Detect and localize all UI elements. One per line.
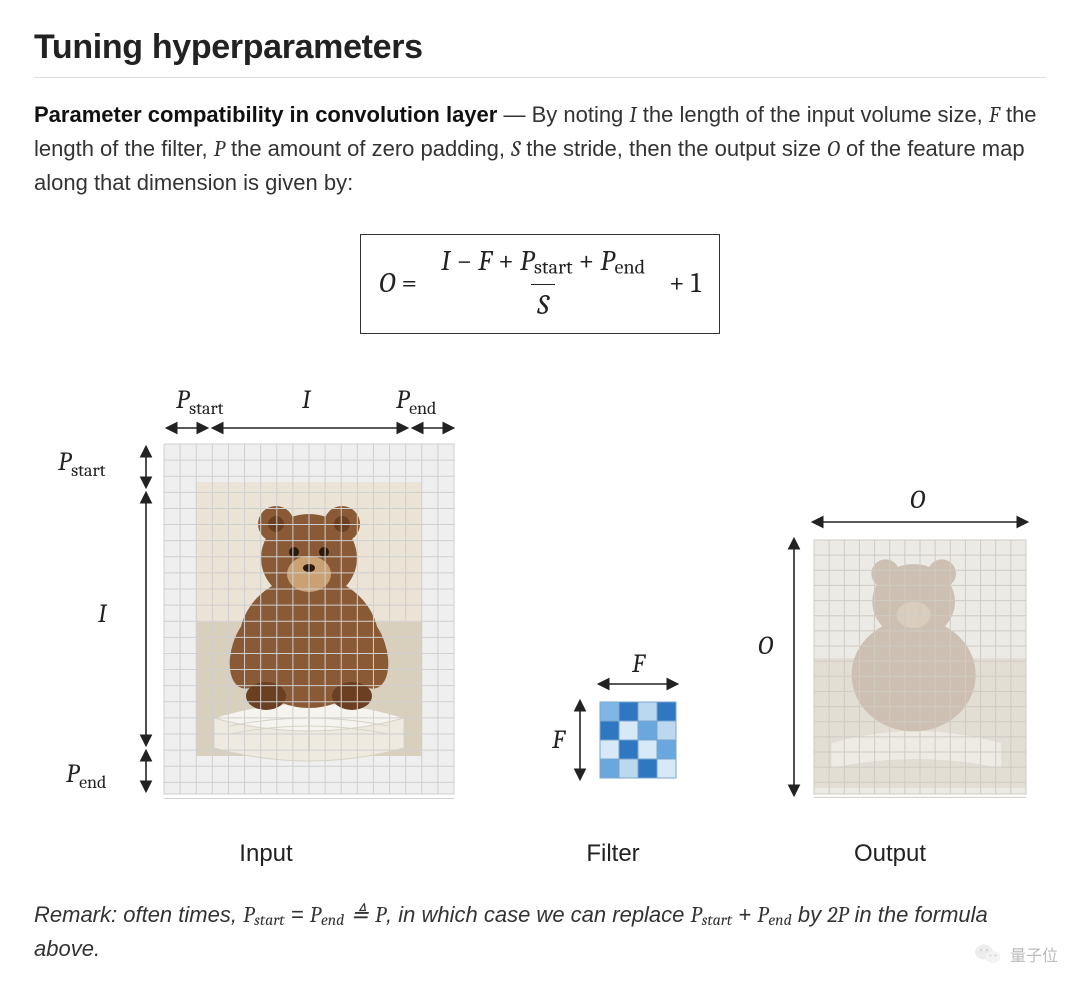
num-plus1: + (492, 245, 520, 277)
input-caption: Input (239, 840, 292, 868)
var-I: I (629, 102, 636, 128)
remark-P4sub: end (768, 911, 791, 929)
remark-P: P (375, 902, 386, 928)
remark-2: 2 (827, 902, 837, 928)
filter-caption: Filter (586, 840, 639, 868)
remark-post: by (792, 902, 827, 927)
formula-eq: = (395, 267, 417, 299)
formula-lhs: O = (379, 267, 417, 299)
svg-text:O: O (758, 631, 774, 661)
filter-diagram: F F (528, 642, 698, 812)
svg-text:Pstart: Pstart (176, 385, 224, 419)
remark-mid: , in which case we can replace (386, 902, 691, 927)
input-diagram: Pstart I Pend Pstart I Pend (46, 382, 486, 812)
svg-text:Pend: Pend (66, 759, 106, 793)
num-plus2: + (573, 245, 601, 277)
var-P: P (214, 136, 225, 162)
den-S: S (537, 289, 549, 321)
intro-bold: Parameter compatibility in convolution l… (34, 102, 497, 127)
page-title: Tuning hyperparameters (34, 28, 1046, 67)
remark-def: ≜ (344, 902, 375, 927)
remark-P3: P (691, 902, 702, 928)
formula-denominator: S (531, 284, 555, 321)
remark-paragraph: Remark: often times, Pstart = Pend ≜ P, … (34, 898, 1046, 966)
num-Pstart-P: P (520, 245, 534, 277)
panel-output: O O (740, 482, 1040, 868)
remark-P2sub: end (321, 911, 344, 929)
panel-input: Pstart I Pend Pstart I Pend (46, 382, 486, 868)
intro-text-5: the stride, then the output size (520, 136, 827, 161)
output-diagram: O O (740, 482, 1040, 812)
remark-eq: = (285, 902, 310, 927)
svg-text:Pstart: Pstart (58, 447, 106, 481)
svg-text:Pend: Pend (396, 385, 436, 419)
intro-paragraph: Parameter compatibility in convolution l… (34, 98, 1046, 200)
svg-text:I: I (302, 385, 312, 415)
svg-text:I: I (98, 599, 108, 629)
formula-box: O = I − F + Pstart + Pend S + 1 (360, 234, 720, 334)
svg-text:F: F (631, 649, 646, 679)
var-F: F (989, 102, 1000, 128)
num-Pstart-sub: start (534, 257, 572, 280)
formula-plus1: + 1 (669, 267, 701, 299)
num-F: F (478, 245, 492, 277)
panel-filter: F F Filter (528, 642, 698, 868)
formula-O: O (379, 267, 395, 299)
remark-P3sub: start (702, 911, 733, 929)
num-Pend-P: P (600, 245, 614, 277)
intro-text-4: the amount of zero padding, (225, 136, 511, 161)
remark-P4: P (757, 902, 768, 928)
remark-P1sub: start (254, 911, 285, 929)
remark-P2: P (310, 902, 321, 928)
section-divider (34, 77, 1046, 78)
num-minus: − (450, 245, 478, 277)
formula-numerator: I − F + Pstart + Pend (435, 245, 651, 284)
svg-text:F: F (551, 725, 566, 755)
intro-text-1: — By noting (497, 102, 629, 127)
remark-P1: P (243, 902, 254, 928)
var-S: S (511, 136, 520, 162)
output-caption: Output (854, 840, 926, 868)
num-Pend-sub: end (614, 257, 645, 280)
remark-plus: + (732, 902, 757, 927)
svg-text:O: O (910, 485, 926, 515)
formula-fraction: I − F + Pstart + Pend S (435, 245, 651, 321)
remark-2P-P: P (837, 902, 848, 928)
var-O: O (827, 136, 840, 162)
intro-text-2: the length of the input volume size, (637, 102, 989, 127)
remark-pre: Remark: often times, (34, 902, 243, 927)
num-I: I (441, 245, 450, 277)
